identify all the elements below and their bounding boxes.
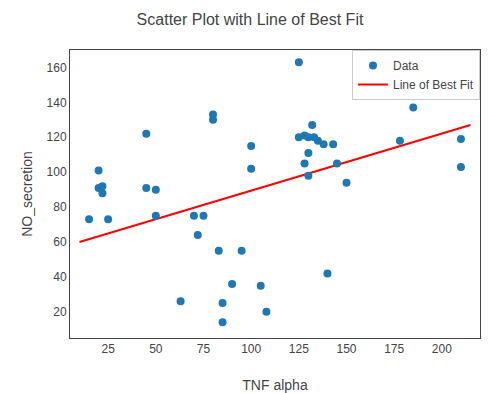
svg-text:Data: Data	[393, 59, 419, 73]
svg-text:20: 20	[53, 305, 67, 319]
svg-text:25: 25	[101, 342, 115, 356]
svg-text:125: 125	[289, 342, 309, 356]
svg-text:100: 100	[47, 165, 67, 179]
svg-text:120: 120	[47, 130, 67, 144]
svg-text:60: 60	[53, 235, 67, 249]
svg-text:140: 140	[47, 96, 67, 110]
svg-text:160: 160	[47, 61, 67, 75]
svg-text:150: 150	[336, 342, 356, 356]
svg-text:80: 80	[53, 200, 67, 214]
svg-text:NO_secretion: NO_secretion	[19, 151, 35, 237]
svg-text:Scatter Plot with Line of Best: Scatter Plot with Line of Best Fit	[137, 11, 364, 28]
svg-text:40: 40	[53, 270, 67, 284]
svg-text:100: 100	[241, 342, 261, 356]
svg-text:TNF alpha: TNF alpha	[242, 377, 308, 393]
svg-text:Line of Best Fit: Line of Best Fit	[393, 78, 474, 92]
svg-text:175: 175	[384, 342, 404, 356]
svg-text:200: 200	[432, 342, 452, 356]
svg-text:75: 75	[197, 342, 211, 356]
svg-text:50: 50	[149, 342, 163, 356]
